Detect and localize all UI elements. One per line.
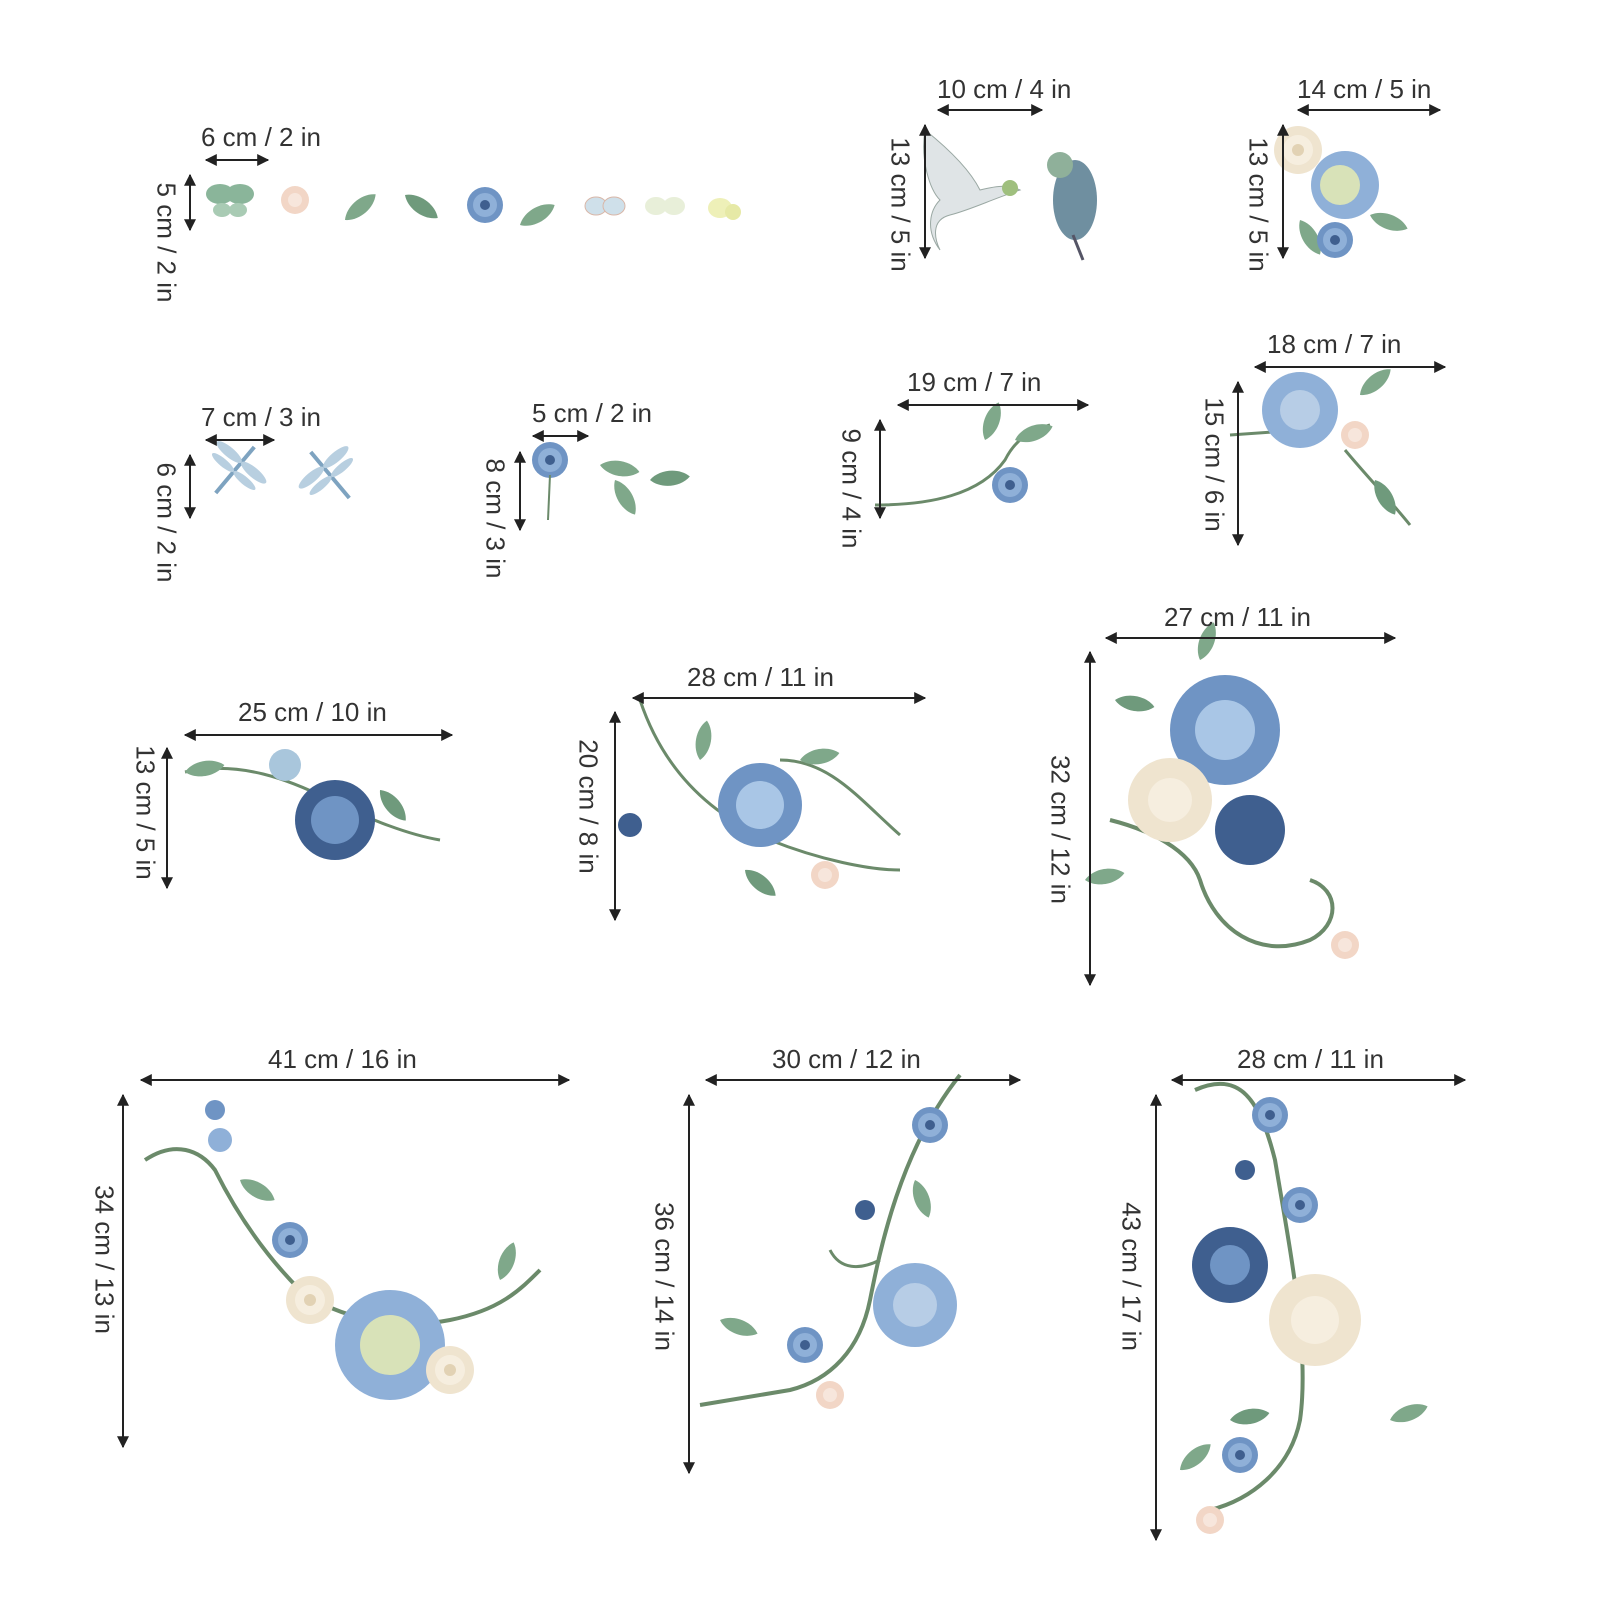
- width-label: 7 cm / 3 in: [201, 402, 321, 432]
- height-label: 8 cm / 3 in: [480, 458, 511, 579]
- dimension-arrows: [117, 104, 1467, 1542]
- tall-floral-vine-sticker: [1175, 1081, 1431, 1534]
- small-stickers-strip: [206, 184, 741, 232]
- width-label: 18 cm / 7 in: [1267, 329, 1402, 359]
- leaf-icon: [400, 188, 443, 225]
- height-label: 34 cm / 13 in: [89, 1185, 120, 1334]
- rose-icon: [281, 186, 309, 214]
- dragonflies-sticker: [211, 441, 354, 500]
- width-label: 28 cm / 11 in: [1237, 1044, 1384, 1074]
- height-label: 36 cm / 14 in: [649, 1202, 680, 1351]
- width-label: 14 cm / 5 in: [1297, 74, 1432, 104]
- dragonfly-icon: [298, 446, 354, 500]
- width-label: 6 cm / 2 in: [201, 122, 321, 152]
- height-label: 20 cm / 8 in: [573, 739, 604, 874]
- width-label: 10 cm / 4 in: [937, 74, 1072, 104]
- crescent-vine-sticker: [699, 1073, 962, 1409]
- width-label: 30 cm / 12 in: [772, 1044, 921, 1074]
- width-label: 19 cm / 7 in: [907, 367, 1042, 397]
- width-label: 28 cm / 11 in: [687, 662, 834, 692]
- height-label: 13 cm / 5 in: [130, 745, 161, 880]
- height-label: 13 cm / 5 in: [885, 137, 916, 272]
- butterfly-icon: [645, 197, 685, 215]
- flower-and-leaves-sticker: [532, 442, 691, 521]
- blue-flower-icon: [467, 187, 503, 223]
- width-label: 25 cm / 10 in: [238, 697, 387, 727]
- dragonfly-icon: [211, 441, 267, 495]
- blue-peony-corner-sticker: [618, 699, 901, 902]
- width-label: 5 cm / 2 in: [532, 398, 652, 428]
- sprig-sticker: [874, 399, 1056, 507]
- peony-branch-sticker: [183, 749, 441, 860]
- perched-bird-icon: [1047, 152, 1097, 261]
- height-label: 6 cm / 2 in: [151, 462, 182, 583]
- width-label: 41 cm / 16 in: [268, 1044, 417, 1074]
- height-label: 43 cm / 17 in: [1116, 1202, 1147, 1351]
- leaf-icon: [516, 198, 559, 232]
- height-label: 15 cm / 6 in: [1199, 397, 1230, 532]
- blue-rose-sticker: [1229, 363, 1412, 526]
- height-label: 13 cm / 5 in: [1243, 137, 1274, 272]
- height-label: 32 cm / 12 in: [1045, 755, 1076, 904]
- hydrangea-swag-sticker: [143, 1100, 542, 1400]
- cream-rose-blue-peony-sticker: [1083, 619, 1359, 959]
- butterfly-icon: [584, 196, 626, 216]
- leaf-icon: [340, 188, 381, 226]
- width-label: 27 cm / 11 in: [1164, 602, 1311, 632]
- height-label: 5 cm / 2 in: [151, 182, 182, 303]
- rose-hydrangea-sticker: [1274, 126, 1411, 259]
- butterfly-icon: [206, 184, 254, 217]
- birds-sticker: [923, 129, 1097, 261]
- flying-bird-icon: [923, 129, 1022, 251]
- butterfly-icon: [708, 198, 741, 220]
- height-label: 9 cm / 4 in: [836, 428, 867, 549]
